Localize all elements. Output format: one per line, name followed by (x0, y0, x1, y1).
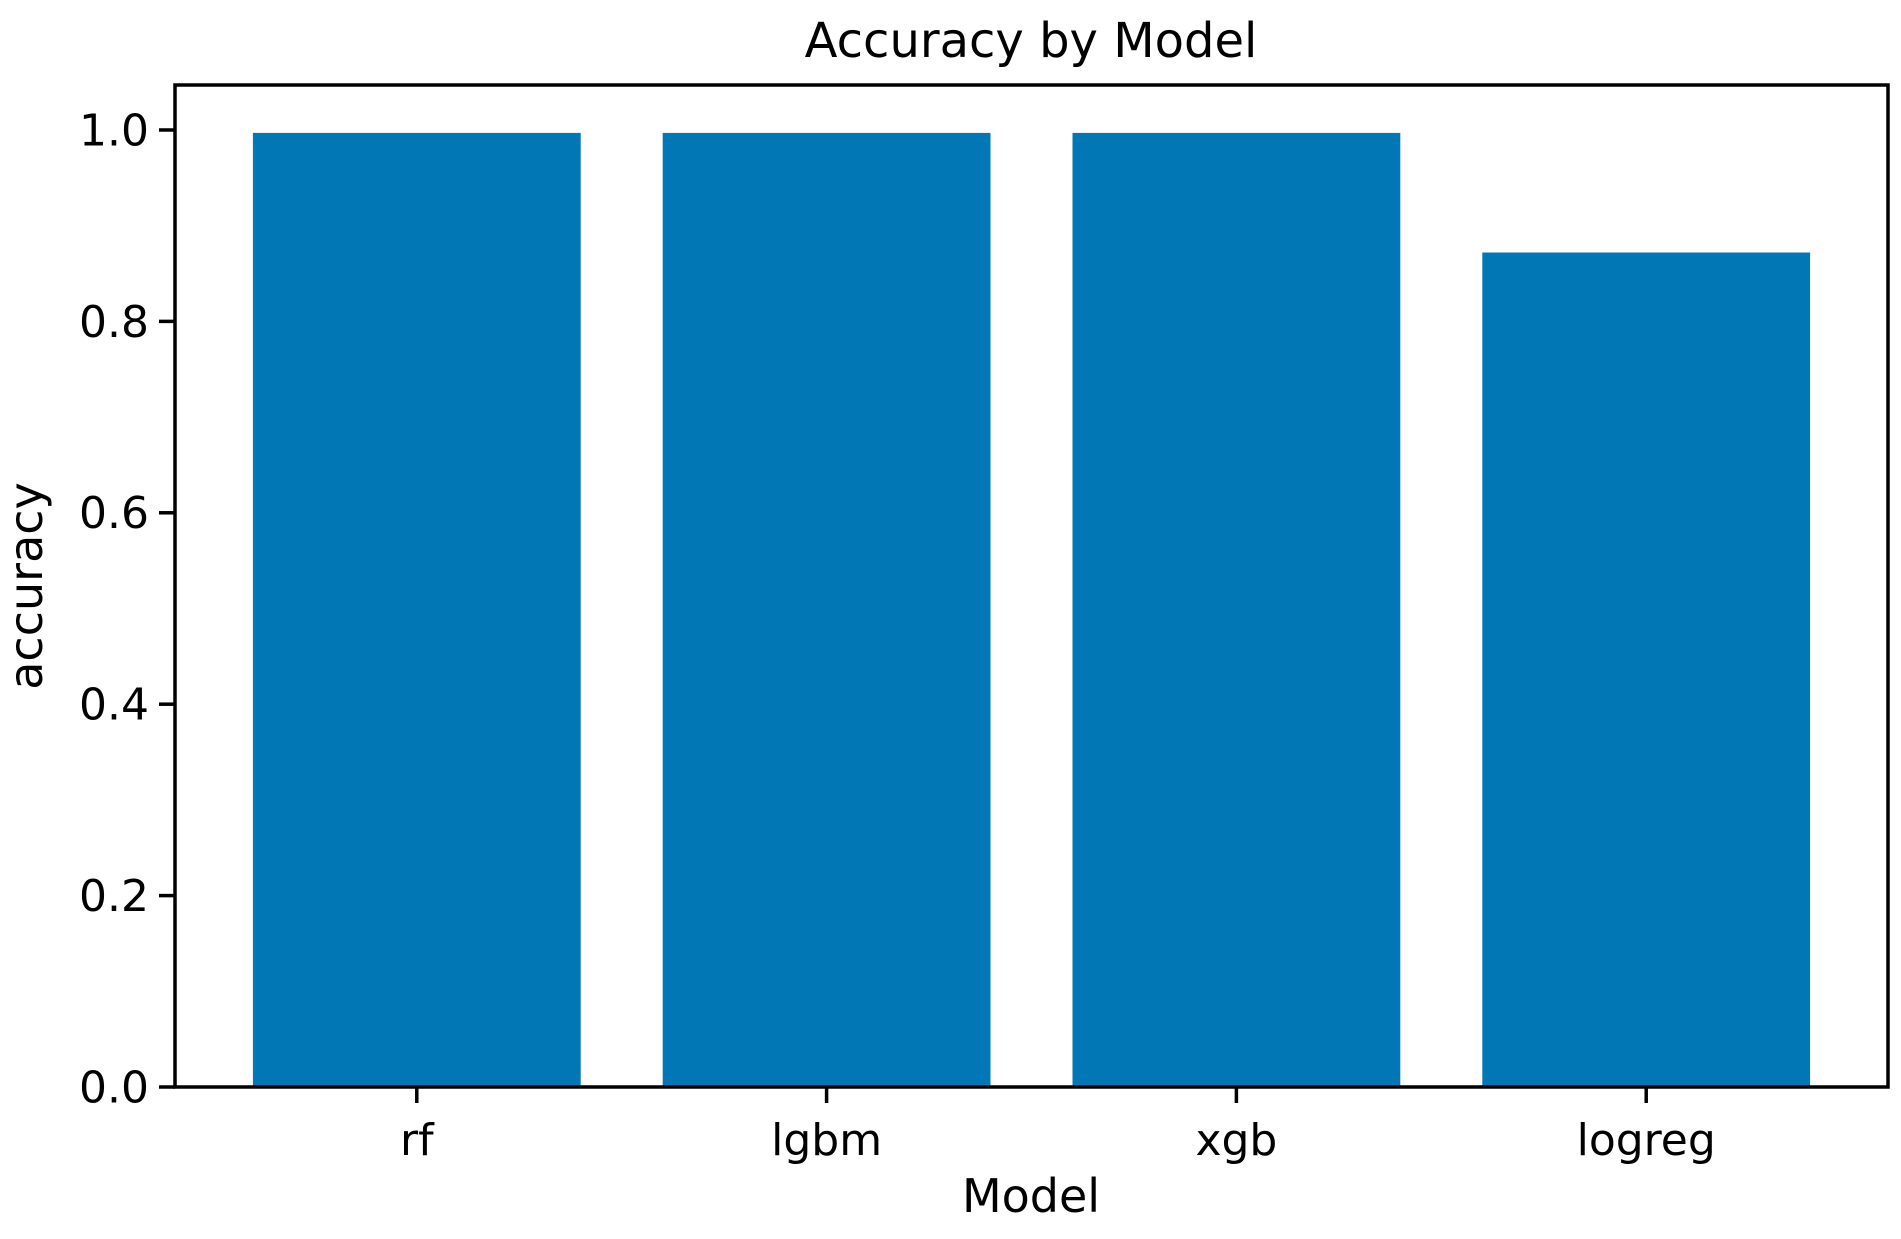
bars-layer (252, 132, 1811, 1087)
x-tick-label-rf: rf (400, 1115, 435, 1166)
ticks-layer: 0.0 0.2 0.4 0.6 0.8 1.0 rf lgbm xgb logreg (79, 105, 1716, 1166)
bar-lgbm (662, 132, 991, 1087)
x-tick-label-xgb: xgb (1195, 1115, 1277, 1166)
x-tick-label-lgbm: lgbm (771, 1115, 882, 1166)
y-tick-label: 0.0 (79, 1062, 149, 1113)
chart-title: Accuracy by Model (805, 13, 1258, 69)
bar-logreg (1482, 252, 1811, 1087)
y-tick-label: 0.2 (79, 871, 149, 922)
bar-rf (252, 132, 581, 1087)
y-tick-label: 0.8 (79, 297, 149, 348)
y-tick-label: 0.4 (79, 680, 149, 731)
x-axis-label: Model (962, 1169, 1100, 1223)
bar-xgb (1072, 132, 1401, 1087)
y-tick-label: 0.6 (79, 488, 149, 539)
y-axis-label: accuracy (0, 482, 53, 690)
plot-frame (173, 83, 1890, 1089)
y-tick-label: 1.0 (79, 105, 149, 156)
x-tick-label-logreg: logreg (1577, 1115, 1716, 1166)
